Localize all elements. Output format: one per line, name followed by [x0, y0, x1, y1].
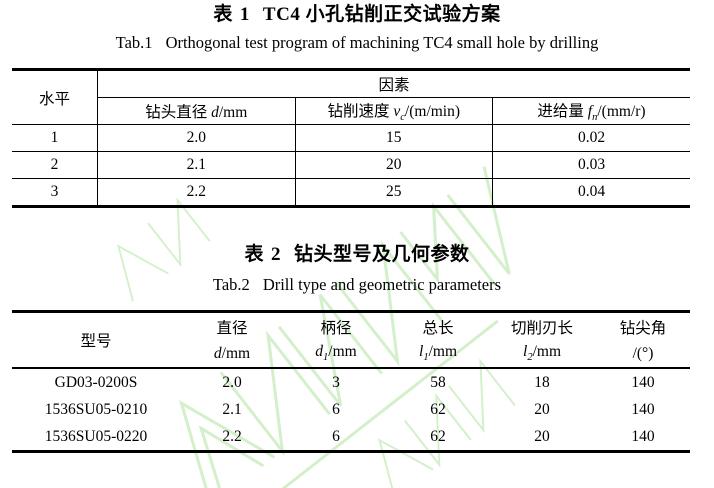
table2-header-diameter-var: d [213, 344, 222, 362]
table1-header-drill-diameter-unit: /mm [218, 104, 248, 121]
table2-cell-shank: 6 [284, 423, 388, 453]
table-row: 3 2.2 25 0.04 [12, 178, 690, 208]
table2-header-length-cn: 总长 [388, 310, 488, 340]
table1-cell-feed: 0.02 [492, 124, 690, 152]
table2-container: 型号 直径 柄径 总长 切削刃长 钻尖角 d/mm d1/mm l1/mm [12, 310, 690, 453]
table2-title-text: 钻头型号及几何参数 [294, 244, 470, 265]
table2-title-label: 表 [244, 244, 264, 265]
table2-title-number: 2 [271, 244, 281, 265]
table2-header-point-angle-unit: /(°) [632, 344, 654, 362]
table2-header-point-angle-cn: 钻尖角 [596, 310, 690, 340]
table1-cell-speed: 25 [294, 178, 493, 208]
table2-header-diameter-unit: d/mm [180, 340, 284, 368]
table2-header-shank-cn: 柄径 [284, 310, 388, 340]
table1-cell-diameter: 2.2 [97, 178, 295, 208]
table2-header-flute-unit: l2/mm [488, 340, 596, 368]
table1-title-chinese: 表 1 TC4 小孔钻削正交试验方案 [0, 5, 714, 24]
table1-cell-level: 3 [12, 178, 98, 208]
table2-header-shank-unit-text: /mm [328, 343, 357, 361]
table1-header-feed-rate-unit: /(mm/r) [597, 102, 646, 120]
table2-cell-flute: 20 [534, 400, 550, 418]
table2-cell-flute: 18 [488, 367, 596, 396]
table1-title-number: 1 [239, 4, 250, 25]
table1-header-drill-diameter-cn: 钻头直径 [145, 104, 208, 121]
table2-header-flute-unit-text: /mm [532, 343, 561, 361]
table1-cell-diameter: 2.1 [97, 151, 295, 179]
table2-cell-length: 58 [388, 367, 488, 396]
table2-cell-shank: 6 [332, 400, 340, 418]
table2-cell-diameter: 2.1 [222, 400, 242, 418]
table1-header-factors: 因素 [97, 68, 690, 98]
table2-title-en-label: Tab.2 [212, 275, 250, 294]
table2-header-row-1: 型号 直径 柄径 总长 切削刃长 钻尖角 [12, 310, 690, 368]
table2-header-flute-sub: 2 [527, 352, 533, 364]
table1-header-feed-rate: 进给量 fn/(mm/r) [492, 97, 690, 125]
table1-header-cutting-speed-var: v [393, 102, 401, 120]
table2-cell-point-angle: 140 [596, 367, 690, 396]
table1-header-feed-rate-var: f [587, 102, 593, 120]
table1-cell-speed: 20 [294, 151, 493, 179]
table1-container: 水平 因素 钻头直径 d/mm 钻削速度 vc/(m/min) 进给量 fn/(… [12, 68, 690, 208]
table1-header-row-2: 钻头直径 d/mm 钻削速度 vc/(m/min) 进给量 fn/(mm/r) [12, 97, 690, 125]
table2-cell-diameter: 2.2 [180, 423, 284, 453]
table1-cell-diameter: 2.0 [97, 124, 295, 152]
table-row: 1536SU05-0220 2.2 6 62 20 140 [12, 423, 690, 453]
table1-title-english: Tab.1 Orthogonal test program of machinin… [0, 33, 714, 52]
table1-title-en-label: Tab.1 [115, 33, 153, 52]
table1-title-text: TC4 小孔钻削正交试验方案 [262, 4, 501, 25]
table2-header-model: 型号 [12, 310, 180, 368]
table2-title-chinese: 表 2 钻头型号及几何参数 [0, 245, 714, 264]
table1-header-feed-rate-cn: 进给量 [537, 102, 584, 120]
table1-cell-feed: 0.03 [492, 151, 690, 179]
table1-header-drill-diameter-var: d [211, 104, 219, 121]
table-row: 2 2.1 20 0.03 [12, 151, 690, 179]
table1-header-cutting-speed-cn: 钻削速度 [327, 102, 390, 120]
table2-title-en-text: Drill type and geometric parameters [262, 275, 502, 294]
table2-header-shank-var: d [315, 343, 324, 361]
table1-header-cutting-speed-unit: /(m/min) [404, 102, 461, 120]
table2-cell-model: GD03-0200S [12, 367, 180, 396]
table-row: 1 2.0 15 0.02 [12, 124, 690, 152]
table1-header-cutting-speed: 钻削速度 vc/(m/min) [294, 97, 493, 125]
table1-title-en-text: Orthogonal test program of machining TC4… [165, 33, 599, 52]
table1-header-row-1: 水平 因素 [12, 68, 690, 125]
table2-cell-model: 1536SU05-0220 [12, 423, 180, 453]
table1-header-cutting-speed-sub: c [400, 112, 405, 124]
table2-header-shank-unit: d1/mm [284, 340, 388, 368]
table2-cell-length: 62 [430, 400, 446, 418]
table2-header-length-unit: l1/mm [388, 340, 488, 368]
table2-header-diameter-unit-text: /mm [221, 344, 251, 362]
table2-cell-point-angle: 140 [631, 400, 655, 418]
table1-cell-level: 1 [12, 124, 98, 152]
table1-header-feed-rate-sub: n [592, 112, 598, 124]
table1-title-label: 表 [213, 4, 233, 25]
table-row: GD03-0200S 2.0 3 58 18 140 [12, 367, 690, 396]
table2-cell-diameter: 2.0 [180, 367, 284, 396]
table1-cell-level: 2 [12, 151, 98, 179]
table1-cell-speed: 15 [294, 124, 493, 152]
table2-cell-point-angle: 140 [596, 423, 690, 453]
table2-cell-model: 1536SU05-0210 [44, 400, 148, 418]
table2-cell-shank: 3 [284, 367, 388, 396]
table2-header-diameter-cn: 直径 [180, 310, 284, 340]
table2-header-length-unit-text: /mm [428, 343, 457, 361]
table-row: 1536SU05-0210 2.1 6 62 20 140 [12, 396, 690, 423]
table2-header-flute-cn: 切削刃长 [488, 310, 596, 340]
table2-cell-length: 62 [388, 423, 488, 453]
table2-title-english: Tab.2 Drill type and geometric parameters [0, 275, 714, 294]
table1: 水平 因素 钻头直径 d/mm 钻削速度 vc/(m/min) 进给量 fn/(… [12, 68, 690, 208]
table1-header-drill-diameter: 钻头直径 d/mm [97, 97, 295, 125]
table1-cell-feed: 0.04 [492, 178, 690, 208]
table2-header-flute-var: l [523, 343, 528, 361]
table2-cell-flute: 20 [488, 423, 596, 453]
table1-header-level: 水平 [12, 68, 98, 125]
table2: 型号 直径 柄径 总长 切削刃长 钻尖角 d/mm d1/mm l1/mm [12, 310, 690, 453]
